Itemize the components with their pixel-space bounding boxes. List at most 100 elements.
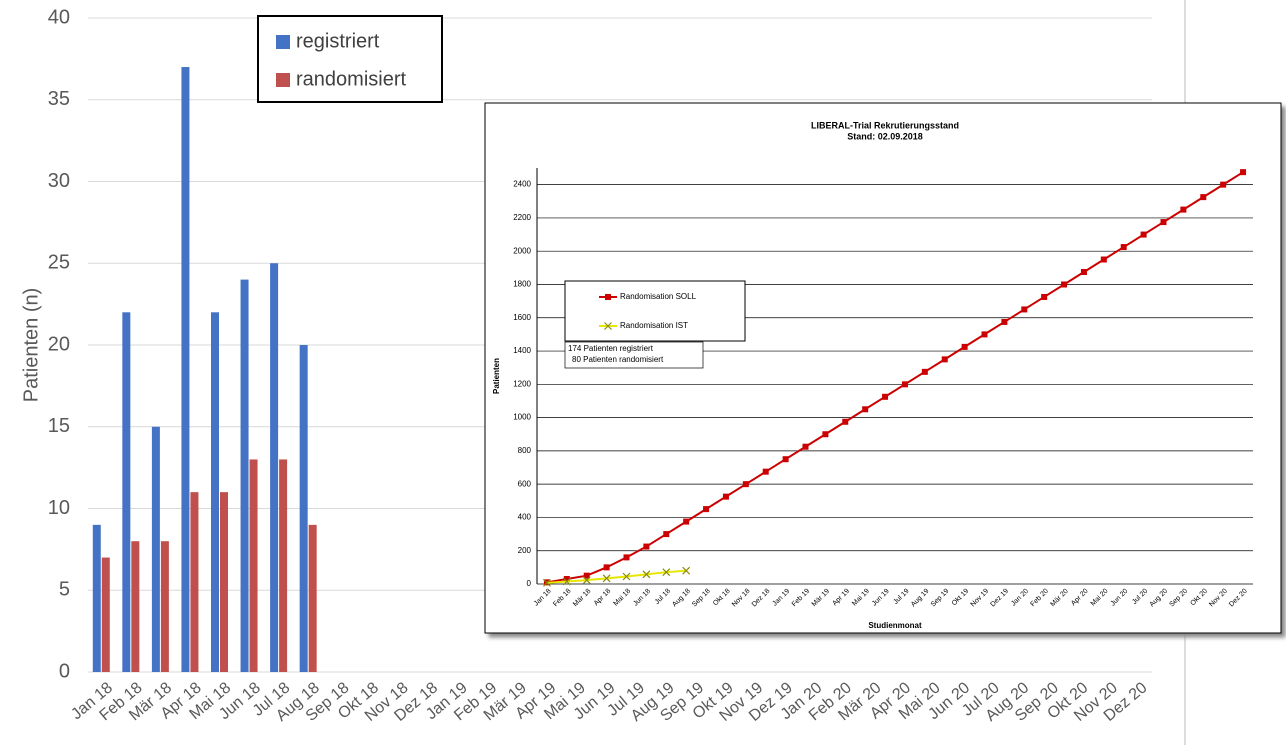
y-tick-label: 400: [518, 513, 532, 522]
y-tick-label: 1800: [513, 280, 531, 289]
marker: [742, 481, 749, 488]
marker: [1001, 318, 1008, 325]
marker: [1041, 293, 1048, 300]
bar: [279, 459, 288, 672]
annotation: 80 Patienten randomisiert: [572, 355, 664, 364]
marker: [862, 406, 869, 413]
y-tick-label: 40: [48, 6, 70, 28]
y-tick-label: 0: [59, 660, 70, 682]
legend-marker: [604, 322, 612, 330]
y-axis-label: Patienten: [492, 358, 501, 394]
marker: [662, 568, 671, 577]
legend-swatch: [276, 35, 290, 49]
y-tick-label: 1000: [513, 413, 531, 422]
y-tick-label: 5: [59, 579, 70, 601]
line: [546, 569, 687, 584]
bar: [131, 541, 140, 672]
marker: [722, 493, 729, 500]
marker: [1061, 281, 1068, 288]
marker: [802, 443, 809, 450]
y-tick-label: 15: [48, 415, 70, 437]
marker: [682, 566, 691, 575]
marker: [1100, 256, 1107, 263]
marker: [563, 576, 570, 583]
y-axis-label: Patienten (n): [20, 288, 42, 403]
marker: [582, 576, 591, 585]
legend-label: registriert: [296, 30, 380, 52]
bar: [308, 524, 317, 672]
y-tick-label: 35: [48, 88, 70, 110]
bar: [249, 459, 258, 672]
marker: [961, 343, 968, 350]
marker: [1021, 306, 1028, 313]
marker: [1180, 206, 1187, 213]
bar: [220, 492, 228, 672]
y-tick-label: 200: [518, 546, 532, 555]
bar: [160, 541, 169, 672]
legend-label: Randomisation SOLL: [620, 292, 697, 301]
y-tick-label: 25: [48, 252, 70, 274]
legend-label: Randomisation IST: [620, 321, 688, 330]
legend-label: randomisiert: [296, 68, 406, 90]
marker: [623, 554, 630, 561]
marker: [1120, 244, 1127, 251]
bar: [122, 312, 131, 672]
marker: [642, 570, 651, 579]
bar: [190, 492, 199, 672]
marker: [603, 564, 610, 571]
marker: [543, 578, 551, 587]
marker: [703, 506, 710, 513]
marker: [683, 518, 690, 525]
marker: [622, 572, 631, 581]
marker: [1160, 219, 1167, 226]
marker: [941, 356, 948, 363]
marker: [602, 574, 611, 583]
marker: [981, 331, 988, 338]
bar: [92, 524, 101, 672]
y-tick-label: 1600: [513, 313, 531, 322]
y-tick-label: 800: [518, 446, 532, 455]
x-axis-label: Studienmonat: [868, 621, 922, 630]
y-tick-label: 1200: [513, 379, 531, 388]
line: [546, 171, 1244, 584]
chart-title: LIBERAL-Trial Rekrutierungsstand: [811, 120, 959, 130]
legend-box: [257, 15, 443, 103]
chart-subtitle: Stand: 02.09.2018: [847, 131, 923, 141]
y-tick-label: 2200: [513, 213, 531, 222]
y-tick-label: 1400: [513, 346, 531, 355]
marker: [1220, 181, 1227, 188]
annotation-box: [564, 341, 704, 369]
y-tick-label: 2400: [513, 180, 531, 189]
marker: [583, 572, 590, 579]
y-tick-label: 2000: [513, 246, 531, 255]
marker: [901, 381, 908, 388]
legend-marker: [605, 294, 611, 300]
bar: [270, 263, 279, 672]
bar: [240, 279, 249, 672]
marker: [1200, 194, 1207, 201]
marker: [882, 393, 889, 400]
marker: [842, 418, 849, 425]
y-tick-label: 20: [48, 333, 70, 355]
marker: [643, 543, 650, 550]
marker: [562, 577, 571, 586]
marker: [762, 468, 769, 475]
marker: [1240, 169, 1247, 176]
bar: [151, 426, 160, 672]
marker: [1140, 231, 1147, 238]
bar: [181, 67, 190, 673]
y-tick-label: 10: [48, 497, 70, 519]
legend-box: [564, 280, 746, 342]
bar: [211, 312, 219, 672]
marker: [782, 456, 789, 463]
y-tick-label: 30: [48, 170, 70, 192]
y-tick-label: 0: [527, 579, 532, 588]
marker: [1080, 269, 1087, 275]
bar: [299, 345, 308, 672]
marker: [663, 531, 670, 538]
marker: [921, 368, 928, 375]
y-tick-label: 600: [518, 479, 532, 488]
